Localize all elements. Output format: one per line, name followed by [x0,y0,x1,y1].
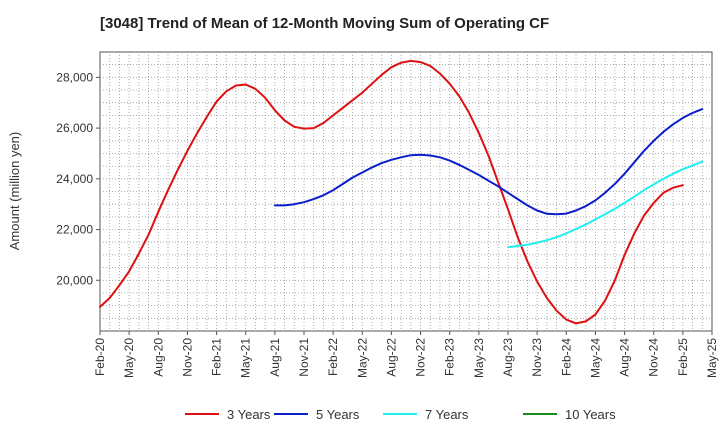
y-axis-label: Amount (million yen) [7,132,22,251]
x-tick-label: May-25 [705,338,719,378]
x-tick-label: May-21 [239,338,253,378]
x-tick-label: May-24 [588,338,602,378]
series-lines [99,59,704,325]
x-tick-label: Feb-21 [210,338,224,376]
series-line-3-years [99,59,684,325]
x-tick-label: Feb-20 [93,338,107,376]
x-tick-label: May-20 [122,338,136,378]
x-tick-label: Aug-20 [151,338,165,377]
y-tick-label: 26,000 [56,121,93,135]
x-tick-label: Aug-22 [384,338,398,377]
x-tick-label: Nov-21 [297,338,311,377]
y-tick-label: 20,000 [56,273,93,287]
x-tick-label: Aug-24 [618,338,632,377]
x-tick-label: May-22 [355,338,369,378]
x-tick-label: Nov-24 [647,338,661,377]
x-tick-label: Feb-24 [559,338,573,376]
y-tick-label: 24,000 [56,172,93,186]
x-tick-label: Feb-22 [326,338,340,376]
legend-label-3-years: 3 Years [227,407,271,422]
chart-title: [3048] Trend of Mean of 12-Month Moving … [100,15,549,32]
x-tick-label: May-23 [472,338,486,378]
x-tick-label: Aug-21 [268,338,282,377]
series-line-7-years [507,160,704,249]
legend: 3 Years 5 Years 7 Years 10 Years [185,407,616,422]
legend-label-7-years: 7 Years [425,407,469,422]
legend-label-10-years: 10 Years [565,407,616,422]
legend-label-5-years: 5 Years [316,407,360,422]
x-tick-label: Nov-22 [414,338,428,377]
x-tick-label: Feb-23 [443,338,457,376]
y-tick-label: 22,000 [56,223,93,237]
x-tick-label: Nov-20 [180,338,194,377]
y-tick-label: 28,000 [56,70,93,84]
x-axis-ticks: Feb-20 May-20 Aug-20 Nov-20 Feb-21 May-21 Aug-… [93,331,719,378]
x-tick-label: Aug-23 [501,338,515,377]
x-tick-label: Feb-25 [676,338,690,376]
y-axis-ticks: 20,000 22,000 24,000 26,000 28,000 [56,70,100,287]
x-tick-label: Nov-23 [530,338,544,377]
series-line-5-years [273,108,704,216]
grid [100,52,712,331]
